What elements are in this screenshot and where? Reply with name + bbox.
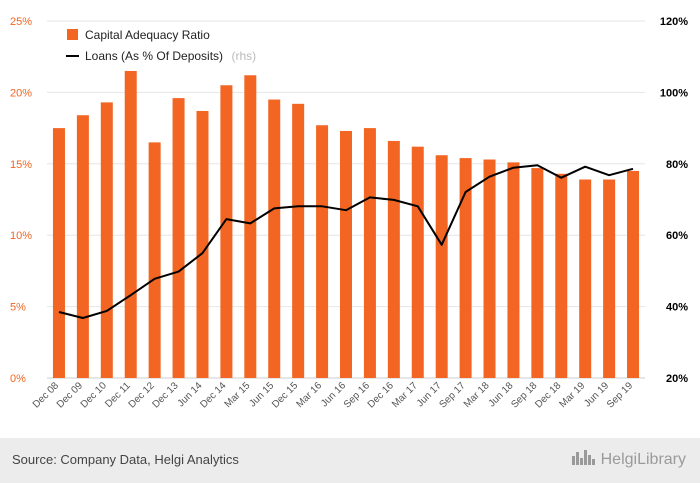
footer: Source: Company Data, Helgi Analytics He… [0, 438, 700, 483]
x-tick-label: Sep 17 [438, 380, 468, 410]
left-tick-label: 15% [10, 159, 32, 171]
line-path [58, 164, 634, 319]
bar [316, 125, 329, 378]
city-skyline-icon [571, 448, 597, 471]
bar [363, 128, 376, 378]
bar [627, 170, 640, 378]
x-tick-label: Mar 18 [462, 380, 492, 410]
legend: Capital Adequacy Ratio Loans (As % Of De… [66, 28, 256, 64]
legend-label-bar: Capital Adequacy Ratio [85, 28, 210, 42]
left-tick-label: 0% [10, 373, 26, 385]
x-tick-label: Mar 16 [294, 380, 324, 410]
brand-name: HelgiLibrary [600, 450, 686, 468]
right-tick-label: 120% [660, 16, 688, 28]
left-tick-label: 10% [10, 230, 32, 242]
x-tick-label: Dec 15 [270, 380, 300, 410]
legend-rhs-note: (rhs) [232, 49, 257, 63]
bar [387, 140, 400, 378]
bar [196, 110, 209, 379]
bar [76, 115, 89, 379]
bar [555, 173, 568, 378]
bar [100, 102, 113, 379]
bar [340, 130, 352, 378]
bar [531, 168, 544, 378]
bar [435, 155, 448, 378]
x-tick-label: Mar 19 [558, 380, 588, 410]
bar-series [52, 70, 640, 379]
x-tick-label: Dec 18 [533, 380, 563, 410]
left-tick-label: 5% [10, 302, 26, 314]
bar [411, 146, 424, 378]
left-tick-label: 20% [10, 87, 32, 99]
x-tick-label: Dec 13 [150, 380, 180, 410]
bar [507, 162, 520, 378]
source-text: Source: Company Data, Helgi Analytics [12, 452, 239, 467]
bar [483, 159, 496, 378]
bar [603, 179, 616, 378]
bar [148, 142, 161, 378]
left-tick-label: 25% [10, 16, 32, 28]
right-tick-label: 80% [666, 159, 688, 171]
x-tick-label: Dec 14 [198, 380, 228, 410]
bar [579, 179, 592, 378]
x-tick-label: Sep 19 [605, 380, 635, 410]
right-axis-ticks: 20% 40% 60% 80% 100% 120% [660, 16, 688, 385]
line-series [58, 164, 634, 319]
bar [172, 98, 185, 378]
right-tick-label: 60% [666, 230, 688, 242]
legend-swatch-bar [67, 29, 78, 40]
x-tick-label: Mar 15 [223, 380, 253, 410]
right-tick-label: 40% [666, 302, 688, 314]
right-tick-label: 20% [666, 373, 688, 385]
x-tick-label: Mar 17 [390, 380, 420, 410]
chart: 0% 5% 10% 15% 20% 25% 20% 40% 60% 80% 100% 120% De… [10, 16, 688, 411]
right-tick-label: 100% [660, 87, 688, 99]
legend-label-line-name: Loans (As % Of Deposits) [85, 49, 223, 63]
bar [292, 103, 305, 378]
left-axis-ticks: 0% 5% 10% 15% 20% 25% [10, 16, 32, 385]
bar [459, 158, 472, 378]
bar [124, 70, 137, 378]
x-tick-label: Dec 10 [79, 380, 109, 410]
bar [220, 85, 233, 378]
bar [52, 128, 65, 378]
bar [268, 99, 281, 378]
bar [244, 75, 257, 378]
legend-label-line: Loans (As % Of Deposits) (rhs) [85, 47, 256, 64]
x-tick-label: Dec 16 [366, 380, 396, 410]
brand-logo[interactable]: HelgiLibrary [571, 448, 686, 471]
